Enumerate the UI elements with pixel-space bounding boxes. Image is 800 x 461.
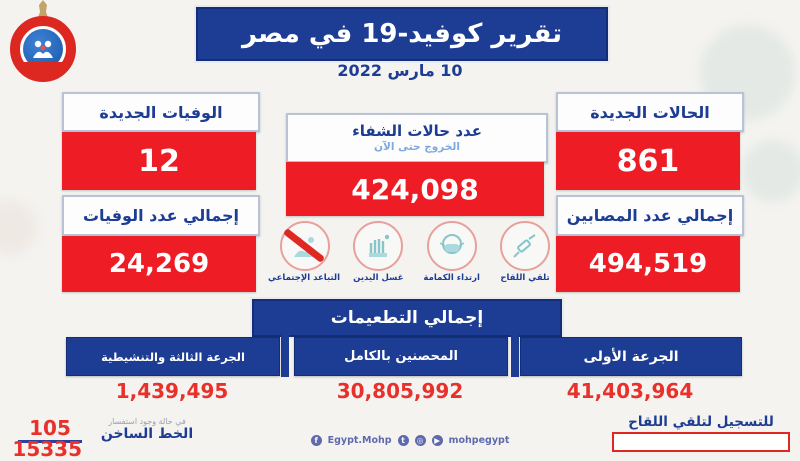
youtube-icon: ▶ xyxy=(431,434,443,446)
page-title-text: تقرير كوفيد-19 في مصر xyxy=(241,19,563,49)
logo-ribbon xyxy=(16,62,70,72)
total-deaths-value: 24,269 xyxy=(62,236,256,292)
hotline-note: في حالة وجود استفسار xyxy=(108,417,186,426)
new-deaths-label: الوفيات الجديدة xyxy=(62,92,260,132)
fully-vaccinated-value: 30,805,992 xyxy=(336,379,464,403)
vaccine-icon xyxy=(500,221,550,271)
recovery-value: 424,098 xyxy=(286,162,544,216)
recovery-label: عدد حالات الشفاء الخروج حتى الآن xyxy=(286,113,548,163)
hotline-number-15335: 15335 xyxy=(12,437,82,461)
wash-hands-label: غسل اليدين xyxy=(353,273,404,283)
ministry-of-health-logo xyxy=(6,0,80,90)
page-title: تقرير كوفيد-19 في مصر xyxy=(196,7,608,61)
twitter-icon: t xyxy=(397,434,409,446)
vaccine-registration-box xyxy=(612,432,790,452)
social-media-row: f Egypt.Mohp t ◎ ▶ mohpegypt xyxy=(245,430,575,450)
new-cases-label: الحالات الجديدة xyxy=(556,92,744,132)
face-mask-label: ارتداء الكمامة xyxy=(423,273,480,283)
report-date: 10 مارس 2022 xyxy=(337,61,463,80)
dose-divider xyxy=(281,335,289,377)
new-deaths-value: 12 xyxy=(62,132,256,190)
virus-watermark xyxy=(0,200,37,255)
first-dose-label: الجرعة الأولى xyxy=(520,337,742,376)
precaution-icons-row xyxy=(280,220,550,272)
booster-dose-label: الجرعة الثالثة والتنشيطية xyxy=(66,337,280,376)
social-handle-right: mohpegypt xyxy=(448,434,510,446)
recovery-label-sub: الخروج حتى الآن xyxy=(374,140,460,153)
vaccine-registration-label: للتسجيل لتلقي اللقاح xyxy=(628,414,774,430)
vaccine-label: تلقي اللقاح xyxy=(500,273,550,283)
booster-dose-value: 1,439,495 xyxy=(115,379,229,403)
facebook-icon: f xyxy=(310,434,322,446)
hotline-text-block: في حالة وجود استفسار الخط الساخن xyxy=(92,418,202,443)
virus-watermark xyxy=(742,140,800,202)
dose-divider xyxy=(511,335,519,377)
first-dose-value: 41,403,964 xyxy=(566,379,694,403)
instagram-icon: ◎ xyxy=(414,434,426,446)
total-cases-label: إجمالي عدد المصابين xyxy=(556,195,744,236)
face-mask-icon xyxy=(426,221,477,271)
new-cases-value: 861 xyxy=(556,132,740,190)
no-gathering-label: التباعد الإجتماعي xyxy=(267,273,341,283)
vaccine-registration-block: للتسجيل لتلقي اللقاح xyxy=(612,414,790,452)
social-handle-left: Egypt.Mohp xyxy=(327,434,392,446)
total-cases-value: 494,519 xyxy=(556,236,740,292)
hotline-number-105: 105 xyxy=(18,416,82,443)
hotline-label: الخط الساخن xyxy=(100,426,194,442)
fully-vaccinated-label: المحصنين بالكامل xyxy=(294,337,508,376)
wash-hands-icon xyxy=(353,221,404,271)
recovery-label-main: عدد حالات الشفاء xyxy=(352,122,482,141)
no-gathering-icon xyxy=(280,221,331,271)
precaution-labels-row: تلقي اللقاح ارتداء الكمامة غسل اليدين ال… xyxy=(267,273,560,287)
vaccinations-banner: إجمالي التطعيمات xyxy=(252,299,562,337)
total-deaths-label: إجمالي عدد الوفيات xyxy=(62,195,260,236)
